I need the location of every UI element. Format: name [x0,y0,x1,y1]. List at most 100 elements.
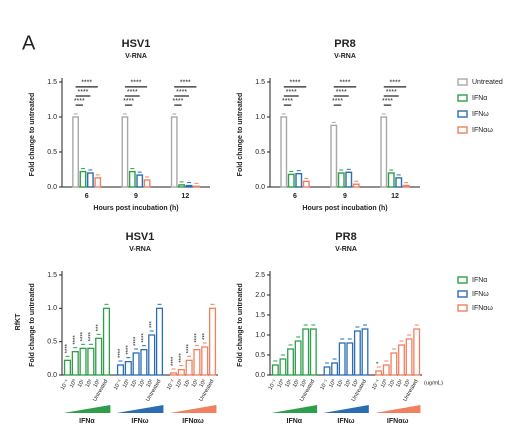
bar [395,177,403,188]
bar [121,116,129,188]
y-tick-label: 1.0 [47,305,57,312]
bar [178,184,186,188]
significance-label: **** [340,80,351,87]
chart-title: HSV1 [126,231,155,243]
y-axis-label: Fold change to untreated [237,283,244,367]
chart-subtitle: V-RNA [125,53,147,60]
significance-label: **** [65,343,71,353]
significance-label: **** [390,80,401,87]
significance-label: **** [180,80,191,87]
bar [323,366,331,376]
bar [79,347,87,376]
dose-wedge [63,405,111,413]
bar [279,358,287,376]
bar [295,172,303,188]
y-tick-label: 1.5 [47,79,57,86]
legend-label: IFNα [472,277,487,284]
chart-subtitle: V-RNA [335,246,357,253]
x-tick-label: 6 [293,193,297,200]
significance-label: **** [187,343,193,353]
y-tick-label: 1.0 [47,114,57,121]
legend-label: IFNαω [472,305,493,312]
bar [116,364,125,376]
bar [387,172,395,188]
bar [375,370,383,376]
legend-label: IFNαω [472,127,493,134]
bar [140,349,148,376]
bar [102,307,111,376]
legend-swatch [457,126,468,134]
significance-label: **** [123,98,134,105]
unit-label: (ug/mL) [424,380,443,386]
legend-swatch [457,304,468,312]
x-tick-label: 10⁻¹ [60,379,71,392]
x-tick-label: 10⁻¹ [371,379,382,392]
bar [337,172,345,188]
group-label: IFNω [337,418,354,425]
significance-label: **** [141,333,147,343]
chart-title: HSV1 [122,38,151,50]
x-tick-label: 10¹ [284,379,293,389]
group-label: IFNαω [182,418,204,425]
dose-wedge [323,405,369,413]
significance-label: **** [172,98,183,105]
dose-wedge [271,405,318,413]
dose-wedge [374,405,421,413]
bar [331,362,339,376]
y-axis-label: Fold change to untreated [29,283,36,367]
x-tick-label: 10¹ [183,379,192,389]
bar [405,338,413,376]
y-tick-label: 0.5 [47,149,57,156]
bar [128,170,136,188]
x-tick-label: 10³ [92,379,101,389]
x-tick-label: 10² [191,379,200,389]
bar [280,116,288,188]
y-tick-label: 0.0 [47,184,57,191]
chart-subtitle: V-RNA [334,53,356,60]
bar [302,328,310,376]
bar [95,337,103,376]
bar [402,184,410,188]
y-tick-label: 1.0 [255,332,265,339]
y-tick-label: 0.5 [255,352,265,359]
significance-label: *** [96,324,102,332]
significance-label: *** [149,320,155,328]
x-tick-label: 10¹ [77,379,86,389]
significance-label: *** [202,332,208,340]
bar [132,352,140,376]
chart-title: PR8 [335,231,356,243]
significance-label: **** [179,353,185,363]
panel-label: A [22,32,36,54]
x-tick-label: 9 [134,193,138,200]
x-tick-label: 10⁰ [379,378,390,389]
bar [86,172,94,188]
bar [398,344,405,376]
bar [177,369,185,376]
x-tick-label: 6 [85,193,89,200]
bar [271,364,279,376]
significance-label: * [376,361,382,364]
y-tick-label: 2.0 [255,292,265,299]
significance-label: **** [282,98,293,105]
x-tick-label: 10³ [300,379,309,389]
bar [143,179,151,188]
legend-label: Untreated [472,79,503,86]
legend-label: IFNω [472,111,489,118]
significance-label: **** [78,89,89,96]
bar [353,330,361,376]
y-tick-label: 1.5 [255,312,265,319]
x-tick-label: 10² [344,379,353,389]
side-label: RfKT [15,313,22,330]
significance-label: **** [386,89,397,96]
x-tick-label: 10⁰ [327,378,338,389]
group-label: IFNω [131,418,148,425]
bar [193,349,201,376]
bar [338,342,346,376]
y-tick-label: 0.0 [255,184,265,191]
x-tick-label: 10⁻¹ [113,379,124,392]
y-tick-label: 2.5 [255,272,265,279]
bar [170,116,178,188]
bar [302,180,310,188]
bar [169,372,178,376]
